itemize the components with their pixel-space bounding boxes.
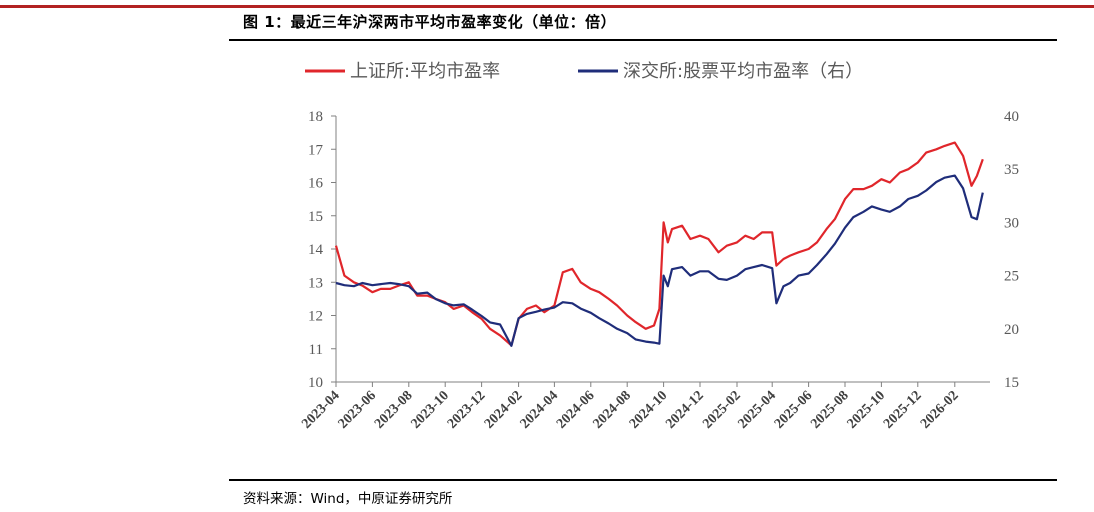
x-tick-label-13: 2025-06 — [772, 388, 816, 432]
x-tick-label-7: 2024-06 — [554, 388, 598, 432]
title-rule — [229, 39, 1057, 41]
right-tick-label-3: 30 — [1004, 215, 1019, 231]
left-tick-label-0: 10 — [308, 375, 323, 391]
x-tick-label-16: 2025-12 — [881, 388, 925, 432]
left-tick-label-7: 17 — [308, 142, 324, 158]
series-line-shanghai — [334, 141, 984, 347]
source-note: 资料来源：Wind，中原证券研究所 — [243, 491, 453, 507]
series-layer — [334, 141, 984, 347]
legend: 上证所:平均市盈率 深交所:股票平均市盈率（右） — [305, 61, 863, 82]
right-y-axis: 15 20 25 30 35 40 — [1004, 109, 1019, 391]
bottom-rule — [229, 479, 1057, 481]
right-tick-label-2: 25 — [1004, 269, 1019, 285]
x-tick-label-2: 2023-08 — [372, 388, 416, 432]
x-tick-label-17: 2026-02 — [918, 388, 962, 432]
x-tick-label-14: 2025-08 — [808, 388, 852, 432]
legend-label-shanghai: 上证所:平均市盈率 — [350, 61, 500, 82]
x-tick-label-10: 2024-12 — [663, 388, 707, 432]
x-tick-label-4: 2023-12 — [445, 388, 489, 432]
left-tick-label-3: 13 — [308, 275, 323, 291]
x-axis: 2023-042023-062023-082023-102023-122024-… — [299, 382, 962, 432]
legend-label-shenzhen: 深交所:股票平均市盈率（右） — [623, 61, 863, 82]
right-tick-label-5: 40 — [1004, 109, 1019, 125]
x-tick-label-0: 2023-04 — [299, 388, 343, 432]
left-tick-label-2: 12 — [308, 309, 323, 325]
left-y-axis: 10 11 12 13 14 15 16 17 18 — [308, 109, 336, 391]
series-line-shenzhen — [335, 174, 984, 347]
x-tick-label-6: 2024-04 — [518, 388, 562, 432]
x-tick-label-11: 2025-02 — [700, 388, 744, 432]
left-tick-label-1: 11 — [309, 342, 323, 358]
right-tick-label-4: 35 — [1004, 162, 1019, 178]
x-tick-label-1: 2023-06 — [336, 388, 380, 432]
figure-title: 图 1：最近三年沪深两市平均市盈率变化（单位：倍） — [243, 13, 617, 31]
left-tick-label-8: 18 — [308, 109, 323, 125]
x-tick-label-9: 2024-10 — [627, 388, 671, 432]
top-accent-rule — [0, 5, 1094, 8]
left-tick-label-6: 16 — [308, 176, 324, 192]
x-tick-label-15: 2025-10 — [845, 388, 889, 432]
left-tick-label-5: 15 — [308, 209, 323, 225]
right-tick-label-0: 15 — [1004, 375, 1019, 391]
left-tick-label-4: 14 — [308, 242, 324, 258]
x-tick-label-8: 2024-08 — [590, 388, 634, 432]
x-tick-label-5: 2024-02 — [482, 388, 526, 432]
x-tick-label-3: 2023-10 — [408, 388, 452, 432]
right-tick-label-1: 20 — [1004, 322, 1019, 338]
x-tick-label-12: 2025-04 — [735, 388, 779, 432]
